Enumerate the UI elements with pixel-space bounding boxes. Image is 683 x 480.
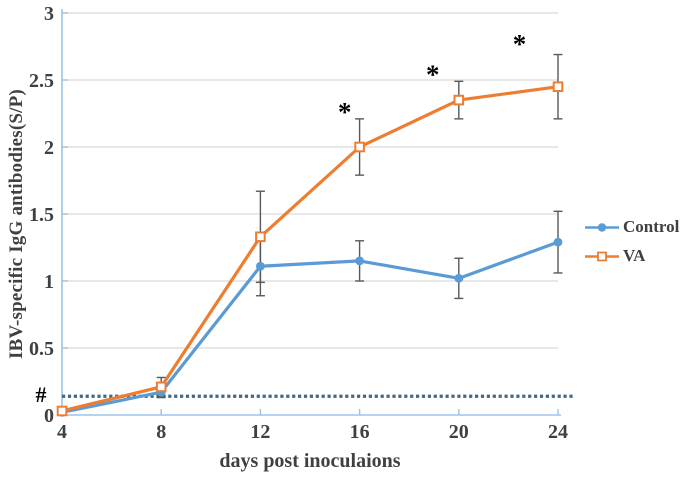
legend: Control VA [584, 217, 679, 266]
x-tick-label: 24 [548, 421, 568, 443]
significance-asterisk: * [513, 29, 527, 59]
data-point-square [56, 405, 68, 417]
control-line-marker-icon [585, 222, 619, 232]
series-markers-va [56, 81, 564, 417]
axes [61, 9, 561, 416]
x-tick-label: 8 [156, 421, 166, 443]
x-tick-label: 16 [350, 421, 370, 443]
x-tick-label: 12 [250, 421, 270, 443]
x-tick-label: 20 [449, 421, 469, 443]
data-point-circle [454, 273, 464, 283]
error-bars [156, 53, 563, 399]
data-point-square [255, 231, 266, 243]
tick-labels: 4 8 12 16 20 24 0 0.5 1 1.5 2 2.5 3 [29, 3, 568, 443]
data-point-square [155, 381, 167, 393]
y-tick-label: 2.5 [29, 70, 54, 92]
y-tick-label: 1.5 [29, 204, 54, 226]
y-tick-label: 2 [44, 137, 54, 159]
y-tick-label: 0 [44, 405, 54, 427]
y-axis-title: IBV-specific IgG antibodies(S/P) [6, 89, 27, 359]
y-tick-label: 3 [44, 3, 54, 25]
va-line-marker-icon [585, 251, 619, 261]
x-tick-label: 4 [57, 421, 67, 443]
legend-item-control[interactable]: Control [584, 217, 679, 237]
data-point-circle [553, 237, 563, 247]
hash-significance-marker: # [36, 382, 47, 407]
annotations: * * * # [36, 29, 527, 407]
legend-label-control: Control [623, 217, 680, 236]
data-point-square [453, 94, 465, 106]
series-line-control [60, 240, 560, 414]
significance-asterisk: * [426, 60, 440, 90]
y-tick-label: 0.5 [29, 338, 54, 360]
significance-asterisk: * [338, 97, 352, 127]
legend-item-va[interactable]: VA [584, 246, 679, 266]
series-line-va [60, 85, 560, 413]
x-axis-title: days post inoculaions [219, 450, 401, 472]
data-point-circle [355, 256, 364, 266]
data-point-square [354, 141, 365, 153]
y-tick-label: 1 [44, 271, 54, 293]
data-point-square [552, 81, 564, 93]
legend-label-va: VA [623, 246, 646, 265]
gridlines [62, 12, 558, 349]
data-point-circle [256, 261, 265, 271]
